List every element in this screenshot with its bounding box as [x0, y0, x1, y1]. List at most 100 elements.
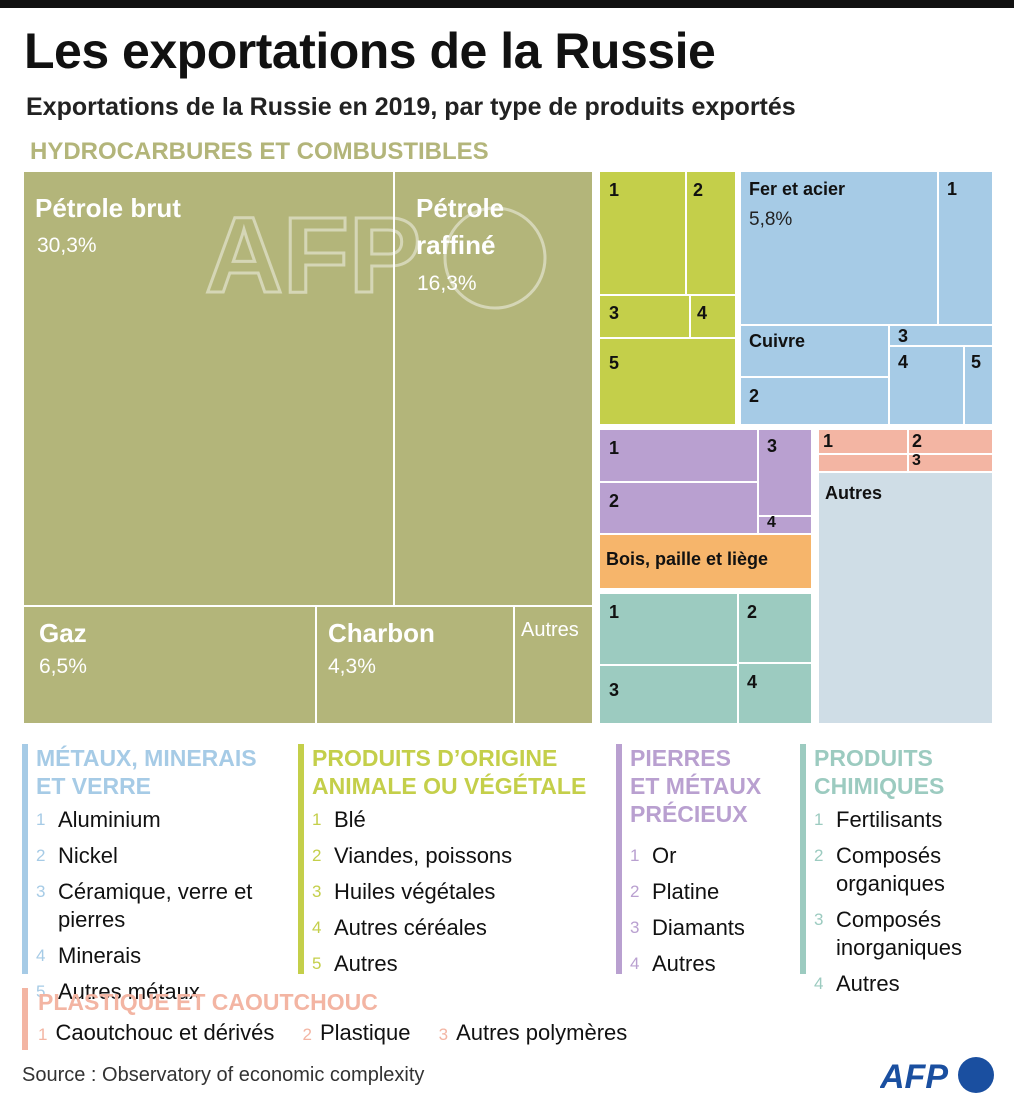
tile-gaz-value: 6,5% [39, 655, 87, 678]
legend-label: Blé [334, 807, 366, 832]
afp-logo-text: AFP [880, 1058, 948, 1095]
tile-chimiques-4-num: 4 [747, 672, 758, 692]
tile-pierres-1-num: 1 [609, 438, 620, 458]
tile-chimiques-4: 4 [737, 662, 813, 725]
legend-label: Céramique, verre et pierres [58, 879, 253, 932]
legend-number: 5 [312, 954, 322, 973]
tile-pierres-3: 3 [757, 428, 813, 517]
legend-number: 1 [814, 810, 824, 829]
legend-label: Or [652, 843, 677, 868]
legend-plastique-title: PLASTIQUE ET CAOUTCHOUC [38, 989, 378, 1015]
legend-origine-item: 2 Viandes, poissons [312, 842, 608, 870]
tile-hc-autres: Autres [513, 605, 594, 725]
legend-label: Fertilisants [836, 807, 943, 832]
tile-autres-label: Autres [825, 483, 883, 503]
tile-chimiques-1: 1 [598, 592, 739, 666]
legend-pierres-title-line3: PRÉCIEUX [630, 801, 748, 827]
legend-label: Diamants [652, 915, 745, 940]
tile-metaux-5: 5 [963, 345, 994, 426]
tile-chimiques-2: 2 [737, 592, 813, 664]
tile-metaux-1-num: 1 [947, 179, 958, 199]
tile-charbon-value: 4,3% [328, 655, 376, 678]
tile-hc-autres-label: Autres [521, 619, 579, 641]
legend-label: Autres céréales [334, 915, 487, 940]
legend-number: 2 [630, 882, 640, 901]
tile-petrole-brut-label: Pétrole brut [35, 193, 181, 223]
tile-bois-label: Bois, paille et liège [606, 549, 769, 569]
legend-metaux-item: 2 Nickel [36, 842, 292, 870]
tile-pierres-4-num: 4 [767, 514, 776, 531]
tile-gaz: Gaz 6,5% [22, 605, 317, 725]
tile-pierres-4: 4 [757, 514, 813, 535]
legend-label: Minerais [58, 943, 142, 968]
top-rule [0, 0, 1014, 8]
legend-pierres-item: 4 Autres [630, 950, 796, 978]
legend-pierres-title-line1: PIERRES [630, 745, 731, 771]
tile-metaux-3: 3 [888, 324, 994, 347]
legend-metaux-item: 3 Céramique, verre et pierres [36, 878, 258, 934]
tile-petrole-raffine-label-2: raffiné [416, 230, 496, 260]
legend-origine-title: PRODUITS D’ORIGINE ANIMALE OU VÉGÉTALE [312, 744, 608, 800]
legend-origine-bar [298, 744, 304, 974]
legend-origine-item: 5 Autres [312, 950, 608, 978]
tile-gaz-label: Gaz [39, 618, 87, 648]
legend-label: Caoutchouc et dérivés [55, 1020, 275, 1045]
legend-metaux-item: 4 Minerais [36, 942, 292, 970]
tile-metaux-4-num: 4 [898, 352, 909, 372]
tile-metaux-5-num: 5 [971, 352, 982, 372]
legend-label: Autres métaux [58, 979, 200, 1004]
legend-number: 3 [312, 882, 322, 901]
tile-origine-1-num: 1 [609, 180, 620, 200]
tile-origine-2-num: 2 [693, 180, 704, 200]
legend-origine-title-line2: ANIMALE OU VÉGÉTALE [312, 773, 587, 799]
legend-label: Viandes, poissons [334, 843, 513, 868]
legend-label: Platine [652, 879, 720, 904]
legend-number: 4 [36, 946, 46, 965]
legend-origine-item: 3 Huiles végétales [312, 878, 608, 906]
tile-origine-3: 3 [598, 294, 691, 339]
legend-metaux-item: 5 Autres métaux [36, 978, 292, 1006]
legend-chimiques-title: PRODUITS CHIMIQUES [814, 744, 1000, 800]
legend-metaux-item: 1 Aluminium [36, 806, 292, 834]
legend-plastique-bar [22, 988, 28, 1050]
legend-origine: PRODUITS D’ORIGINE ANIMALE OU VÉGÉTALE 1… [298, 744, 608, 976]
tile-origine-5: 5 [598, 337, 737, 426]
tile-plastique-2: 2 [907, 428, 994, 455]
legend-number: 4 [814, 974, 824, 993]
hydrocarbures-header: HYDROCARBURES ET COMBUSTIBLES [30, 138, 489, 165]
legend-chimiques-item: 4 Autres [814, 970, 1000, 998]
legend-number: 4 [312, 918, 322, 937]
tile-chimiques-3-num: 3 [609, 680, 620, 700]
tile-fer-acier-value: 5,8% [749, 209, 793, 230]
legend-chimiques-title-line1: PRODUITS [814, 745, 933, 771]
legend-pierres-item: 3 Diamants [630, 914, 796, 942]
tile-petrole-raffine-value: 16,3% [417, 272, 477, 295]
tile-charbon-label: Charbon [328, 618, 435, 648]
tile-pierres-3-num: 3 [767, 436, 778, 456]
legend-label: Composés inorganiques [836, 907, 962, 960]
legend-metaux: MÉTAUX, MINERAIS ET VERRE 1 Aluminium 2 Ni… [22, 744, 292, 1004]
legend-number: 1 [630, 846, 640, 865]
tile-origine-4-num: 4 [697, 303, 708, 323]
legend-label: Huiles végétales [334, 879, 496, 904]
tile-fer-acier-label: Fer et acier [749, 179, 846, 199]
legend-pierres-item: 1 Or [630, 842, 796, 870]
tile-pierres-2: 2 [598, 481, 759, 535]
tile-plastique-3: 3 [907, 452, 994, 473]
tile-plastique-2-num: 2 [912, 431, 923, 451]
legend-origine-item: 1 Blé [312, 806, 608, 834]
legend-plastique: PLASTIQUE ET CAOUTCHOUC 1 Caoutchouc et d… [22, 988, 782, 1050]
tile-chimiques-2-num: 2 [747, 602, 758, 622]
legend-chimiques-title-line2: CHIMIQUES [814, 773, 945, 799]
tile-petrole-raffine: Pétrole raffiné 16,3% [393, 170, 594, 607]
tile-metaux-3-num: 3 [898, 326, 909, 346]
legend-label: Composés organiques [836, 843, 945, 896]
tile-plastique-1: 1 [817, 428, 909, 455]
legend-metaux-title: MÉTAUX, MINERAIS ET VERRE [36, 744, 292, 800]
legend-chimiques: PRODUITS CHIMIQUES 1 Fertilisants 2 Compos… [800, 744, 1000, 996]
legend-number: 1 [38, 1025, 48, 1044]
tile-autres: Autres [817, 471, 994, 725]
legend-origine-title-line1: PRODUITS D’ORIGINE [312, 745, 558, 771]
legend-plastique-row: 1 Caoutchouc et dérivés 2 Plastique 3 Autre… [38, 1016, 782, 1052]
tile-cuivre-label: Cuivre [749, 331, 806, 351]
